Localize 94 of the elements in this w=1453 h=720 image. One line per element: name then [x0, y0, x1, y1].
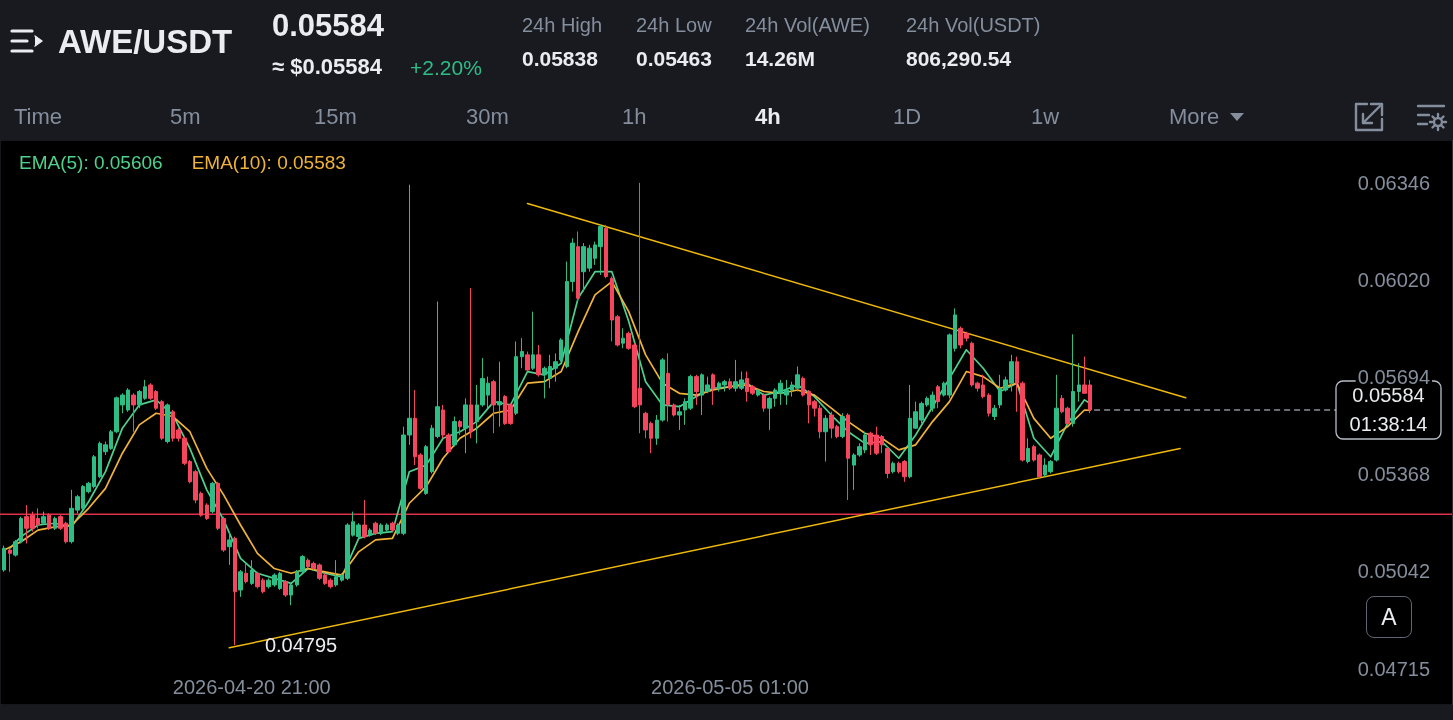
y-tick-label: 0.05368 — [1357, 463, 1430, 486]
candlestick — [1071, 333, 1075, 428]
candlestick — [756, 387, 760, 398]
candlestick — [885, 446, 890, 479]
text: 24h Vol(AWE) — [745, 14, 870, 36]
candlestick — [514, 340, 518, 416]
text: 4h — [755, 104, 781, 129]
candlestick — [362, 499, 367, 539]
candlestick — [47, 512, 51, 531]
candlestick — [891, 461, 895, 474]
candlestick — [210, 481, 215, 514]
candlestick — [424, 444, 428, 496]
candlestick — [1077, 362, 1081, 403]
text: 24h Low — [636, 14, 712, 36]
candlestick — [525, 351, 530, 373]
candlestick — [165, 402, 170, 444]
text: 24h High — [522, 14, 603, 36]
text: 1h — [622, 104, 647, 129]
candlestick — [762, 392, 766, 413]
candlestick — [987, 392, 991, 418]
x-tick-label: 2026-04-20 21:00 — [172, 676, 331, 698]
text: 1D — [893, 104, 922, 129]
candlestick — [536, 344, 541, 378]
y-tick-label: 0.06346 — [1357, 171, 1430, 194]
text: More — [1169, 104, 1220, 129]
text: 5m — [170, 104, 201, 129]
x-tick-label: 2026-05-05 01:00 — [651, 676, 809, 698]
candlestick — [666, 352, 670, 423]
annotation: 0.04795 — [264, 634, 338, 657]
candlestick — [244, 562, 248, 584]
text: 806,290.54 — [906, 46, 1012, 70]
candlestick — [227, 531, 232, 566]
candlestick — [233, 536, 237, 646]
candlestick — [390, 521, 395, 533]
candlestick — [238, 569, 243, 598]
candlestick — [604, 224, 608, 279]
candlestick — [1026, 437, 1030, 464]
candlestick — [728, 377, 732, 391]
candlestick — [373, 521, 378, 536]
candlestick — [846, 412, 850, 501]
text: Time — [14, 104, 63, 129]
candlestick — [520, 337, 524, 369]
text: 0.05584 — [272, 7, 385, 43]
candlestick — [53, 516, 57, 531]
text: 24h Vol(USDT) — [906, 14, 1041, 36]
y-tick-label: 0.04715 — [1357, 657, 1430, 680]
candlestick — [131, 392, 136, 433]
text: ≈ $0.05584 — [272, 54, 382, 79]
text: 14.26M — [745, 46, 816, 70]
candlestick — [283, 579, 288, 598]
candlestick — [452, 416, 457, 448]
candlestick — [672, 402, 676, 418]
candlestick — [463, 397, 468, 454]
candlestick — [576, 230, 580, 303]
candlestick — [801, 376, 805, 398]
y-tick-label: 0.05694 — [1357, 366, 1430, 389]
candlestick — [992, 404, 997, 421]
candlestick — [160, 399, 164, 441]
candlestick — [531, 311, 535, 371]
candlestick — [677, 404, 682, 431]
candlestick — [497, 361, 502, 428]
candlestick — [250, 559, 254, 586]
text: 1w — [1031, 104, 1060, 129]
candlestick — [840, 412, 845, 439]
candlestick — [289, 582, 293, 606]
candlestick — [334, 559, 338, 588]
candlestick — [469, 287, 473, 439]
candlestick — [1054, 374, 1059, 463]
text: 15m — [314, 104, 357, 129]
text: 30m — [466, 104, 509, 129]
text: +2.20% — [410, 55, 482, 79]
candlestick — [491, 379, 496, 434]
y-tick-label: 0.05042 — [1357, 560, 1430, 583]
candlestick — [936, 384, 940, 409]
text: EMA(10): 0.05583 — [191, 152, 346, 173]
candlestick — [41, 511, 46, 526]
candlestick — [559, 337, 563, 363]
a-button: A — [1366, 596, 1412, 638]
text: EMA(5): 0.05606 — [19, 152, 163, 173]
candlestick — [2, 545, 6, 573]
candlestick — [8, 547, 12, 573]
candlestick — [823, 414, 828, 463]
candlestick — [621, 327, 625, 349]
chart-title: AWE/USDT — [58, 22, 233, 60]
candlestick — [385, 522, 389, 533]
candlestick — [205, 502, 209, 521]
candlestick — [694, 374, 699, 406]
candlestick — [379, 522, 383, 536]
candlestick — [458, 419, 462, 436]
y-tick-label: 0.06020 — [1357, 269, 1430, 292]
candlestick — [368, 527, 372, 538]
text: 0.05463 — [636, 46, 712, 70]
candlestick — [711, 372, 715, 406]
text: 0.05838 — [522, 46, 598, 70]
